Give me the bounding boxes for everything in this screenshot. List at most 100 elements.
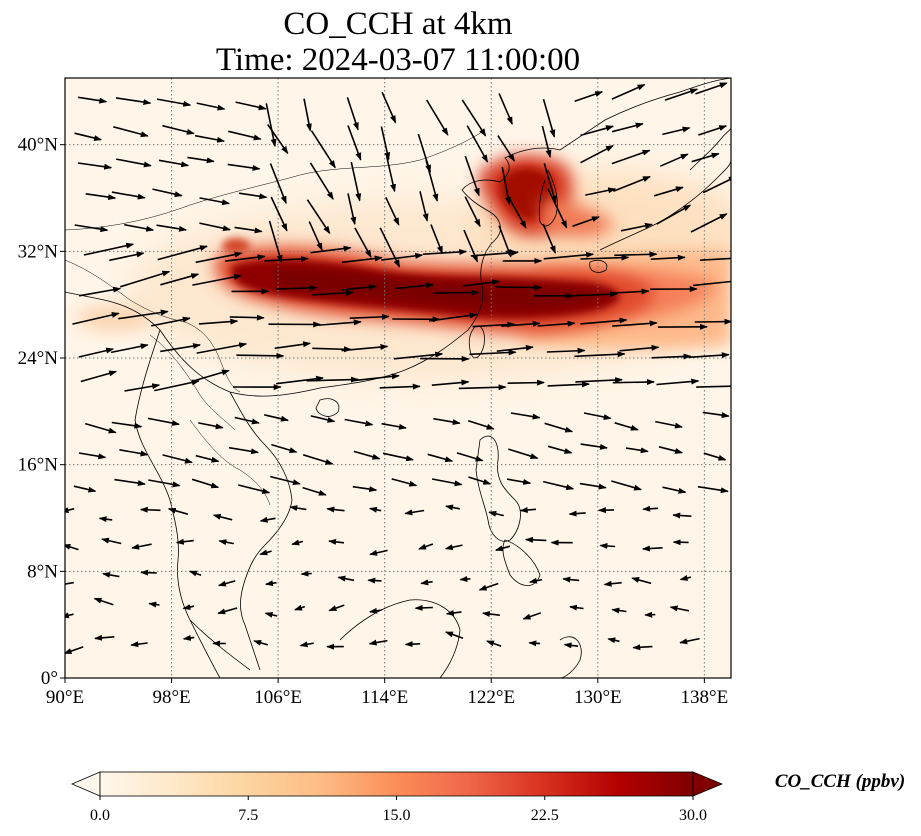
wind-vector [114,478,146,487]
wind-vector [124,383,161,392]
wind-vector [501,320,541,327]
wind-vector [341,344,389,352]
wind-vector [568,510,586,517]
wind-vector [303,98,312,132]
wind-vector [152,188,183,198]
wind-vector [111,191,146,200]
wind-vector [381,422,407,430]
wind-vector [430,224,444,255]
wind-vector [495,284,543,291]
wind-vector [148,479,181,488]
wind-vector [690,213,728,233]
wind-vector [542,223,557,254]
wind-vector [572,216,600,227]
wind-vector [506,193,527,229]
y-tick-label: 16°N [18,455,59,476]
wind-vector [498,93,513,125]
wind-vector [344,418,374,427]
wind-vector [199,222,231,232]
wind-vector [188,570,202,577]
wind-vector [380,126,391,161]
wind-vector [662,126,691,136]
wind-vector [393,351,444,360]
wind-vector [218,539,234,546]
wind-vector [679,637,700,645]
colorbar-extend-min [70,771,101,797]
wind-vector [229,314,265,321]
wind-vector [445,504,460,511]
wind-vector [94,634,115,641]
wind-vector [543,480,575,491]
wind-vector [259,549,272,556]
wind-vector [459,576,471,583]
wind-vector [74,224,109,233]
wind-vector [110,343,149,354]
wind-vector [270,475,301,486]
wind-vector [72,312,120,325]
wind-vector [508,448,539,459]
wind-vector [425,159,439,202]
wind-vector [614,251,658,258]
wind-vector [611,122,644,133]
wind-vector [118,309,169,320]
wind-vector [351,373,400,382]
wind-vector [109,251,145,262]
wind-vector [228,446,259,455]
colorbar-tick-label: 0.0 [90,807,110,824]
wind-vector [524,536,547,543]
wind-vector [501,166,511,206]
wind-vector [308,221,323,252]
wind-vector [195,454,220,463]
wind-vector [369,607,382,614]
wind-vector [547,188,568,229]
wind-vector [228,130,262,141]
wind-vector [632,644,653,651]
wind-vector [497,135,516,162]
wind-vector [78,347,115,358]
wind-vector [575,377,623,384]
wind-vector [381,252,424,261]
wind-vector [625,447,649,454]
wind-vector [603,580,622,587]
y-tick-label: 8°N [27,561,58,582]
wind-vector [428,312,478,322]
wind-vector [217,607,238,615]
chart-subtitle: Time: 2024-03-07 11:00:00 [215,42,581,78]
wind-vector [642,505,659,512]
wind-vector [302,486,327,496]
wind-vector [350,161,362,202]
wind-vector [65,612,74,619]
wind-vector [420,579,433,586]
wind-vector [198,318,239,325]
wind-vector [102,571,120,578]
wind-vector [379,383,421,390]
wind-vector [528,640,541,647]
wind-vector [464,155,480,197]
wind-vector [672,512,692,519]
wind-vector [611,83,646,100]
wind-vector [620,222,653,232]
wind-vector [156,224,187,232]
colorbar-gradient [99,771,694,797]
wind-vector [182,634,195,641]
wind-vector [84,422,117,434]
wind-vector [74,132,103,141]
wind-vector [119,449,149,457]
wind-vector [547,445,573,454]
wind-vector [326,506,345,513]
wind-vector [289,505,307,511]
wind-vector [78,452,107,460]
wind-vector [234,226,263,234]
wind-vector [466,125,489,163]
wind-vector [80,370,118,383]
wind-vector [198,422,224,430]
wind-vector [507,379,545,386]
wind-vector [574,91,604,103]
wind-vector [611,480,643,491]
wind-vector [537,320,576,327]
wind-vector [631,577,652,585]
wind-vector [664,88,699,101]
wind-vector [235,101,267,111]
wind-vector [162,454,193,464]
wind-vector [688,352,730,359]
